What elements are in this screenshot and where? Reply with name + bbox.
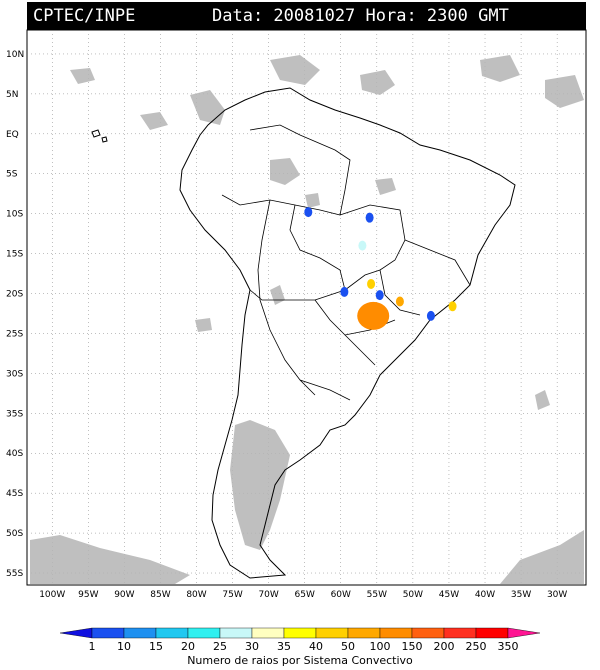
legend-swatch [59,627,93,639]
legend-swatch [315,627,349,639]
lon-tick-label: 95W [78,590,98,600]
convective-systems [304,207,457,330]
legend-swatch [219,627,253,639]
storm-cell [340,286,349,297]
storm-cell [357,301,390,330]
cloud-cover [30,55,584,584]
lon-tick-label: 60W [331,590,351,600]
lon-tick-label: 55W [367,590,387,600]
lon-tick-label: 70W [258,590,278,600]
lat-tick-label: EQ [6,130,19,140]
legend-swatch [443,627,477,639]
legend-tick-label: 15 [149,640,163,653]
legend-tick-label: 25 [213,640,227,653]
lat-tick-label: 5N [6,90,18,100]
map-frame [26,29,587,586]
lon-tick-label: 85W [150,590,170,600]
legend-swatch [475,627,509,639]
storm-cell [367,278,376,289]
datetime-label: Data: 20081027 Hora: 2300 GMT [212,6,509,26]
storm-cell [358,240,367,251]
legend-tick-label: 20 [181,640,195,653]
legend-swatch [187,627,221,639]
legend-tick-label: 10 [117,640,131,653]
lat-tick-label: 55S [6,569,23,579]
storm-cell [304,207,313,218]
lon-tick-label: 65W [295,590,315,600]
lon-tick-label: 45W [439,590,459,600]
storm-cell [448,301,457,312]
lon-tick-label: 100W [39,590,65,600]
lat-tick-label: 5S [6,170,18,180]
lon-tick-label: 50W [403,590,423,600]
legend-caption: Numero de raios por Sistema Convectivo [187,654,413,667]
legend-tick-label: 50 [341,640,355,653]
legend-swatch [251,627,285,639]
lat-tick-label: 15S [6,250,23,260]
lat-tick-label: 10S [6,210,23,220]
legend-tick-label: 350 [498,640,519,653]
lon-tick-label: 90W [114,590,134,600]
legend-tick-label: 1 [89,640,96,653]
legend-swatch [123,627,157,639]
galapagos-islands [91,129,108,143]
storm-cell [426,310,435,321]
legend-tick-label: 30 [245,640,259,653]
legend-tick-label: 250 [466,640,487,653]
lat-tick-label: 10N [6,50,24,60]
storm-cell [375,290,384,301]
lat-tick-label: 25S [6,329,23,339]
lat-tick-label: 35S [6,409,23,419]
legend-colorbar: 1 10 15 20 25 30 35 40 50 100 150 200 250 350 [59,627,541,653]
legend-swatch [91,627,125,639]
lon-tick-label: 40W [475,590,495,600]
lat-tick-label: 30S [6,369,23,379]
source-label: CPTEC/INPE [33,6,136,26]
lon-tick-label: 75W [222,590,242,600]
map-header: CPTEC/INPE Data: 20081027 Hora: 2300 GMT [27,2,586,30]
storm-cell [365,212,374,223]
legend-tick-label: 35 [277,640,291,653]
lon-tick-label: 30W [547,590,567,600]
lat-tick-label: 50S [6,529,23,539]
south-america-coastline [179,87,516,579]
legend-swatch [411,627,445,639]
storm-cell [395,296,404,307]
lat-tick-label: 40S [6,449,23,459]
lat-tick-label: 20S [6,290,23,300]
lon-tick-label: 80W [186,590,206,600]
legend-swatch [283,627,317,639]
legend-tick-label: 150 [402,640,423,653]
legend-tick-label: 200 [434,640,455,653]
legend-tick-label: 100 [370,640,391,653]
legend-swatch [155,627,189,639]
legend-tick-label: 40 [309,640,323,653]
legend-swatch [507,627,541,639]
lon-tick-label: 35W [511,590,531,600]
legend-swatch [379,627,413,639]
legend-swatch [347,627,381,639]
lat-tick-label: 45S [6,489,23,499]
graticule: 10N 5N EQ 5S 10S 15S 20S 25S 30S 35S 40S 45S 50S 55S 1… [6,30,586,600]
